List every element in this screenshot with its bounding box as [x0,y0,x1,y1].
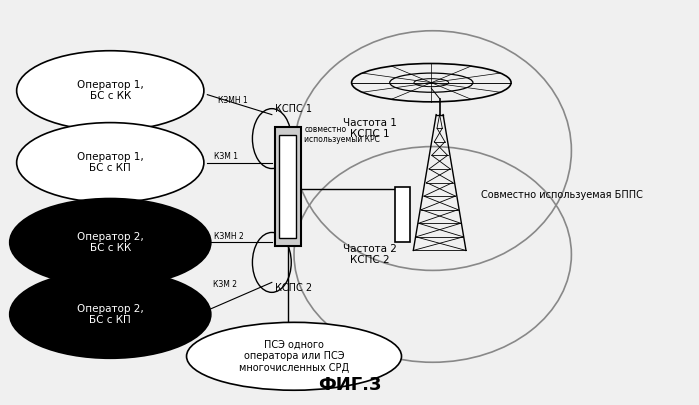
Text: Оператор 1,
БС с КП: Оператор 1, БС с КП [77,152,143,173]
Text: КЗМН 2: КЗМН 2 [215,232,244,241]
Text: КСПС 1: КСПС 1 [275,104,312,114]
Text: Оператор 2,
БС с КК: Оператор 2, БС с КК [77,232,143,253]
Text: Оператор 2,
БС с КП: Оператор 2, БС с КП [77,303,143,325]
Ellipse shape [17,123,204,202]
Text: Оператор 1,
БС с КК: Оператор 1, БС с КК [77,80,143,102]
Bar [394,187,410,243]
Text: совместно
используемый КРС: совместно используемый КРС [305,125,380,144]
Ellipse shape [187,322,401,390]
Text: Частота 1
КСПС 1: Частота 1 КСПС 1 [343,118,397,139]
Ellipse shape [10,198,211,286]
Text: ФИГ.3: ФИГ.3 [318,376,381,394]
Ellipse shape [10,271,211,358]
Text: Частота 2
КСПС 2: Частота 2 КСПС 2 [343,244,397,265]
Text: Совместно используемая БППС: Совместно используемая БППС [481,190,643,200]
Text: КСПС 2: КСПС 2 [275,284,312,293]
Bar [279,134,296,239]
Bar [275,127,301,246]
Text: КЗМ 2: КЗМ 2 [213,280,237,289]
Text: ПСЭ одного
оператора или ПСЭ
многочисленных СРД: ПСЭ одного оператора или ПСЭ многочислен… [239,340,349,373]
Text: КЗМН 1: КЗМН 1 [218,96,247,105]
Text: КЗМ 1: КЗМ 1 [215,152,238,161]
Ellipse shape [17,51,204,130]
